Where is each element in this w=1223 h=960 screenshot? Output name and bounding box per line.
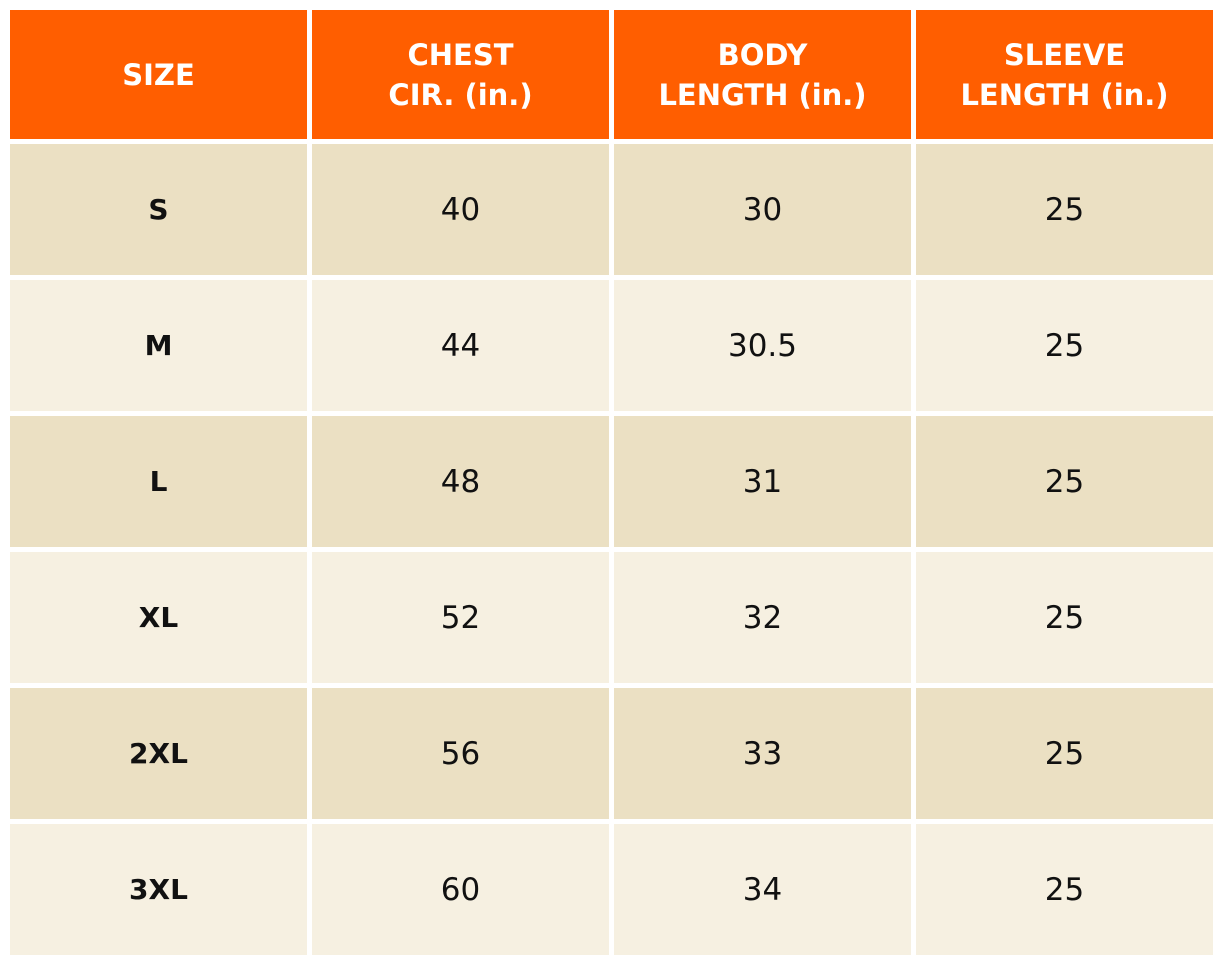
measurement-cell: 40 — [312, 144, 609, 275]
measurement-cell: 25 — [916, 416, 1213, 547]
size-label-cell: 3XL — [10, 824, 307, 955]
size-label-cell: 2XL — [10, 688, 307, 819]
measurement-cell: 25 — [916, 824, 1213, 955]
size-label-cell: M — [10, 280, 307, 411]
column-header: SIZE — [10, 10, 307, 139]
column-header: SLEEVE LENGTH (in.) — [916, 10, 1213, 139]
measurement-cell: 32 — [614, 552, 911, 683]
measurement-cell: 30 — [614, 144, 911, 275]
size-label-cell: S — [10, 144, 307, 275]
column-header: BODY LENGTH (in.) — [614, 10, 911, 139]
measurement-cell: 30.5 — [614, 280, 911, 411]
measurement-cell: 25 — [916, 280, 1213, 411]
measurement-cell: 60 — [312, 824, 609, 955]
size-label-cell: L — [10, 416, 307, 547]
size-label-cell: XL — [10, 552, 307, 683]
measurement-cell: 52 — [312, 552, 609, 683]
measurement-cell: 25 — [916, 144, 1213, 275]
measurement-cell: 31 — [614, 416, 911, 547]
measurement-cell: 44 — [312, 280, 609, 411]
measurement-cell: 34 — [614, 824, 911, 955]
column-header: CHEST CIR. (in.) — [312, 10, 609, 139]
measurement-cell: 25 — [916, 688, 1213, 819]
measurement-cell: 56 — [312, 688, 609, 819]
measurement-cell: 25 — [916, 552, 1213, 683]
size-chart-table: SIZE CHEST CIR. (in.) BODY LENGTH (in.) SLE… — [10, 10, 1213, 955]
measurement-cell: 33 — [614, 688, 911, 819]
measurement-cell: 48 — [312, 416, 609, 547]
